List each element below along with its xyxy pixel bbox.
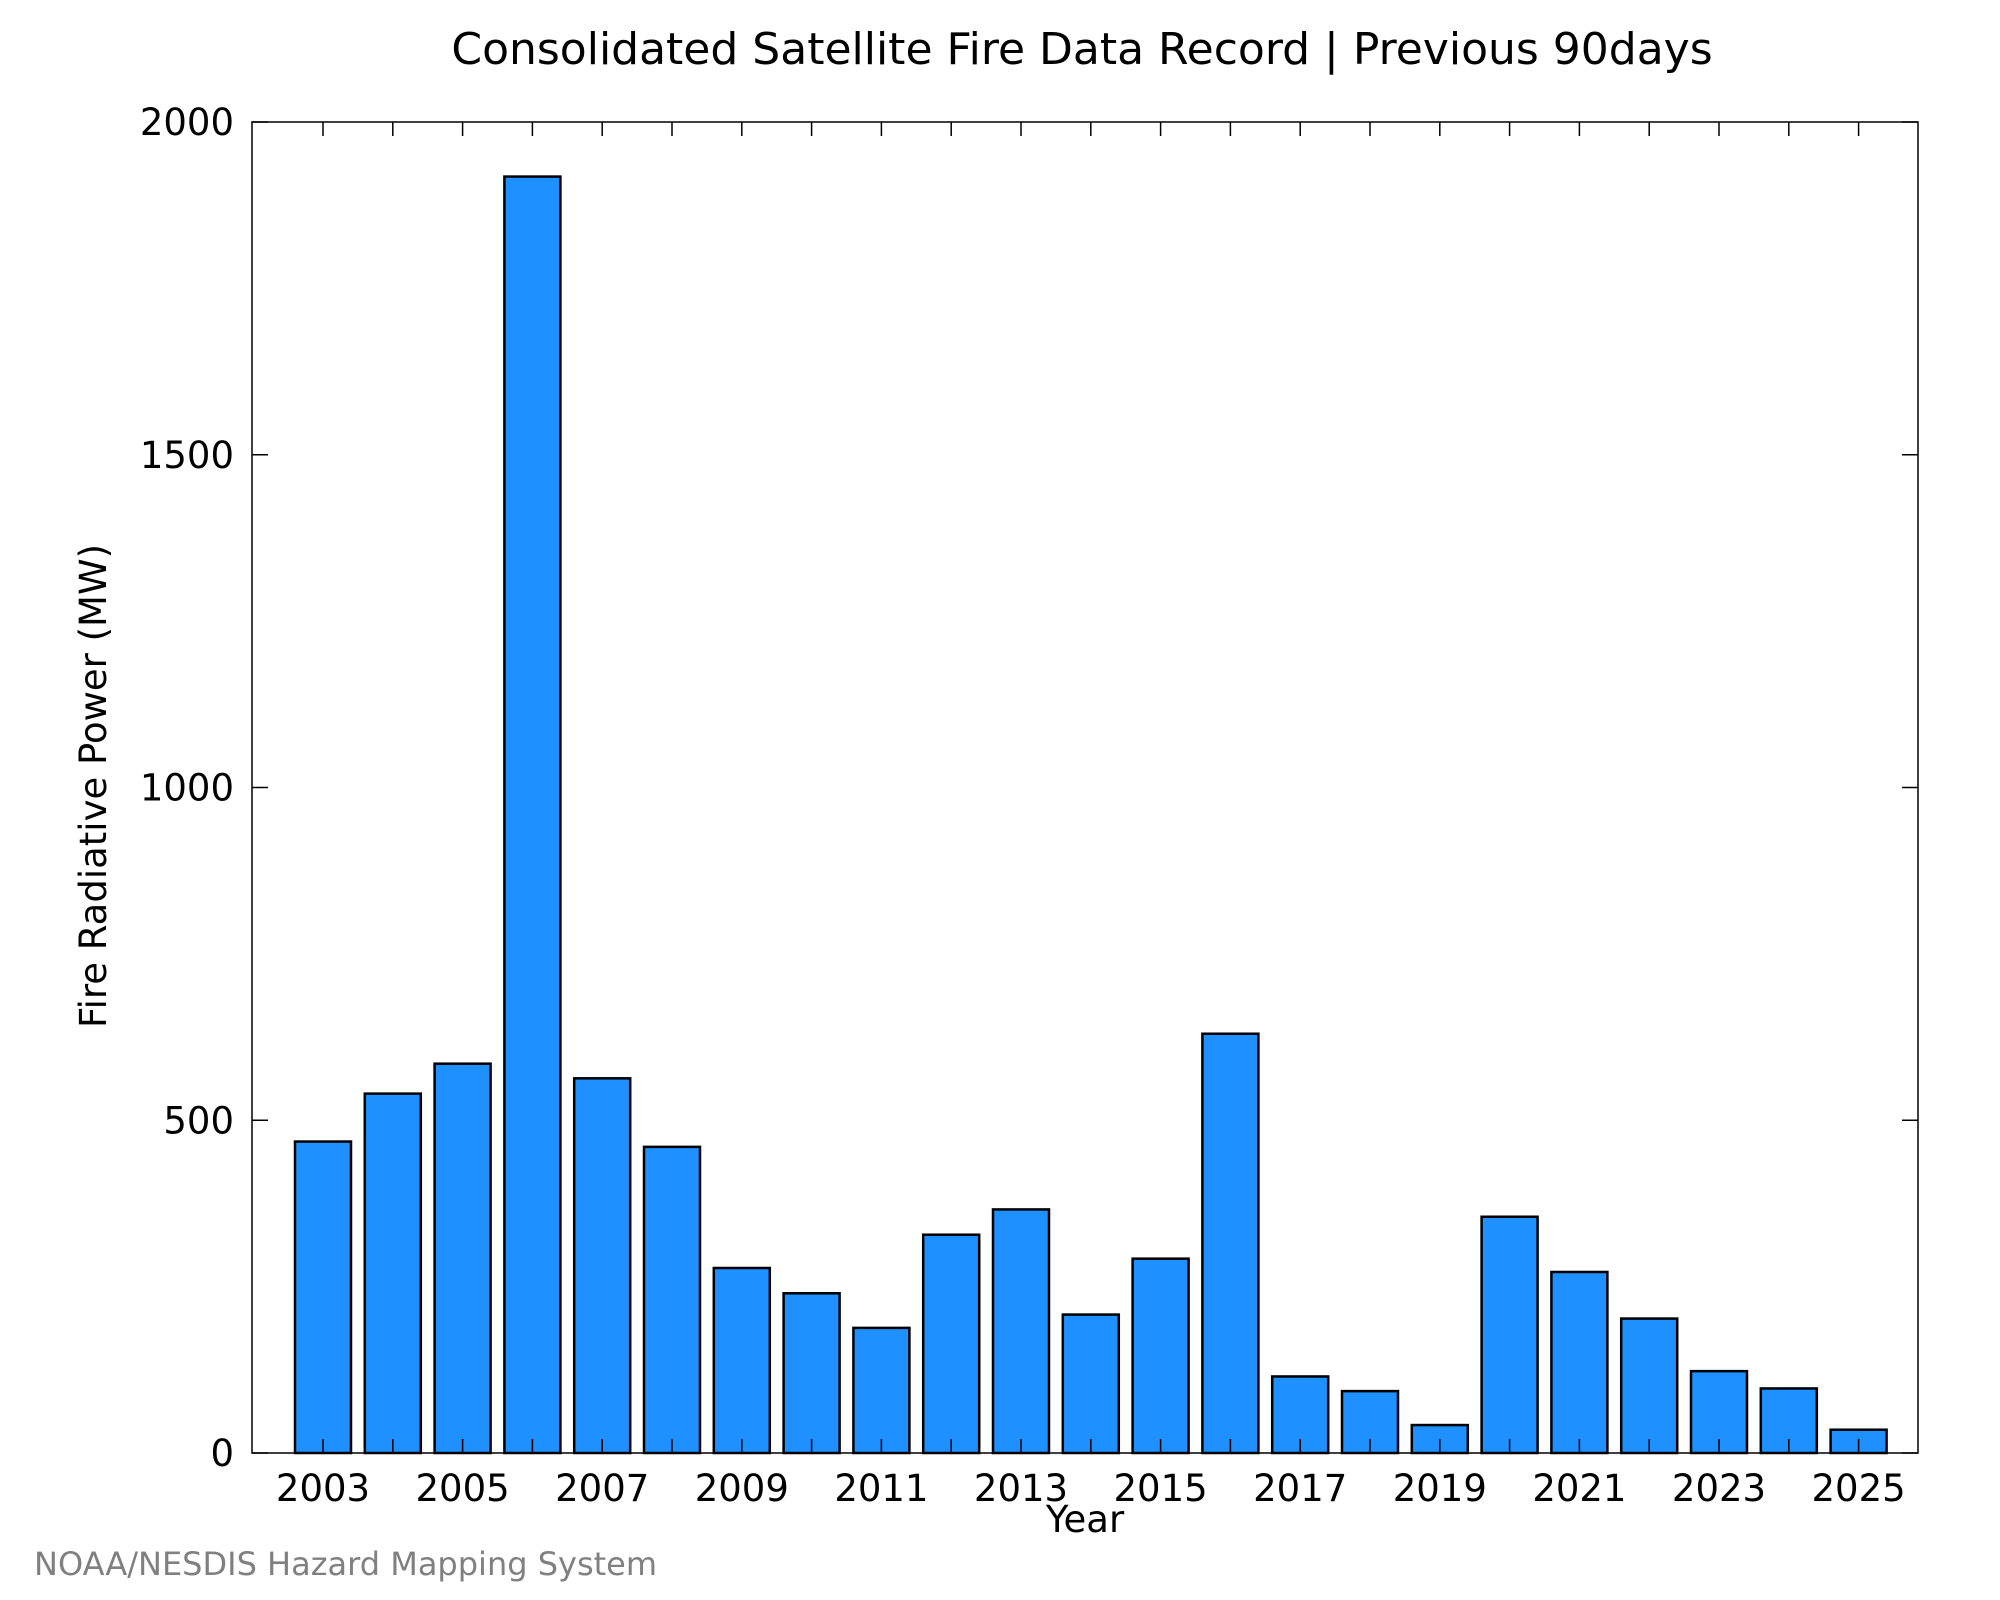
y-tick-label: 2000 (140, 101, 234, 144)
y-tick-label: 500 (163, 1099, 234, 1142)
x-tick-label: 2009 (695, 1467, 789, 1510)
x-tick-label: 2011 (834, 1467, 928, 1510)
y-tick-label: 0 (210, 1432, 234, 1475)
bar-2015 (1131, 1257, 1190, 1455)
bar-2008 (642, 1145, 702, 1455)
bar-2013 (991, 1208, 1051, 1455)
x-tick-label: 2005 (416, 1467, 510, 1510)
bar-2005 (433, 1062, 492, 1455)
y-tick-label: 1500 (140, 434, 234, 477)
x-tick-label: 2013 (974, 1467, 1068, 1510)
bar-2003 (293, 1140, 353, 1455)
chart-title: Consolidated Satellite Fire Data Record … (451, 24, 1712, 75)
x-tick-label: 2017 (1253, 1467, 1347, 1510)
x-tick-label: 2015 (1114, 1467, 1208, 1510)
bar-2009 (712, 1266, 772, 1455)
bar-2012 (921, 1233, 981, 1455)
x-tick-label: 2003 (276, 1467, 370, 1510)
x-tick-label: 2025 (1812, 1467, 1906, 1510)
x-axis-label: Year (1045, 1498, 1125, 1541)
credit-text: NOAA/NESDIS Hazard Mapping System (34, 1545, 657, 1583)
bar-2020 (1480, 1215, 1539, 1455)
y-tick-label: 1000 (140, 767, 234, 810)
bar-2022 (1619, 1317, 1679, 1455)
x-tick-label: 2021 (1532, 1467, 1626, 1510)
bar-2014 (1061, 1313, 1121, 1455)
y-axis-label: Fire Radiative Power (MW) (72, 544, 115, 1028)
bar-2004 (363, 1092, 423, 1455)
bar-group (293, 175, 1888, 1455)
x-tick-label: 2007 (555, 1467, 649, 1510)
x-tick-label: 2023 (1672, 1467, 1766, 1510)
plot-frame (251, 121, 1919, 1454)
bar-2006 (503, 175, 562, 1455)
x-tick-label: 2019 (1393, 1467, 1487, 1510)
bar-2011 (852, 1326, 911, 1455)
bar-2016 (1201, 1032, 1260, 1455)
x-axis-ticks: 2003 2005 2007 2009 2011 2013 2015 2017 2019 2021… (276, 122, 1906, 1510)
bar-2010 (782, 1292, 841, 1455)
bar-2007 (572, 1077, 632, 1455)
bar-2021 (1550, 1270, 1609, 1455)
y-axis-ticks: 0 500 1000 1500 2000 (140, 101, 1918, 1475)
